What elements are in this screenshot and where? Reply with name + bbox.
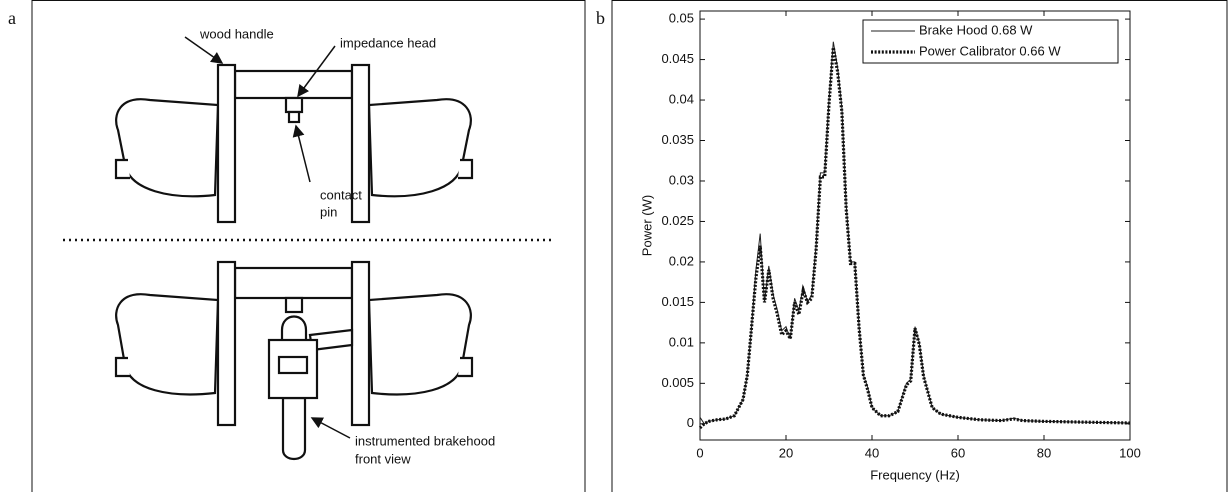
y-tick-label: 0.045 <box>661 51 694 66</box>
y-tick-label: 0.035 <box>661 132 694 147</box>
left-fist <box>115 293 220 396</box>
legend-label: Brake Hood 0.68 W <box>919 22 1033 37</box>
legend-box <box>862 19 1119 64</box>
y-tick-label: 0.04 <box>669 91 694 106</box>
y-tick-label: 0.02 <box>669 253 694 268</box>
diagram: wood handle impedance head contact pin i… <box>63 26 552 466</box>
handle-end <box>114 158 130 180</box>
x-tick-label: 20 <box>779 445 793 460</box>
diagram-label: impedance head <box>340 35 436 50</box>
y-tick-label: 0 <box>687 415 694 430</box>
diagram-label: front view <box>355 451 411 466</box>
impedance-head <box>284 296 304 314</box>
y-tick-label: 0.015 <box>661 294 694 309</box>
panel-label: a <box>8 8 16 28</box>
diagram-label: instrumented brakehood <box>355 433 495 448</box>
x-tick-label: 80 <box>1037 445 1051 460</box>
y-tick-label: 0.01 <box>669 334 694 349</box>
x-tick-label: 40 <box>865 445 879 460</box>
y-tick-label: 0.03 <box>669 172 694 187</box>
left-fist <box>115 98 220 198</box>
right-fist <box>367 98 472 198</box>
panel-label: b <box>596 8 605 28</box>
y-axis-label: Power (W) <box>639 195 654 256</box>
panel-frame <box>611 0 1228 492</box>
y-tick-label: 0.005 <box>661 375 694 390</box>
handle-end <box>114 356 130 378</box>
y-tick-label: 0.05 <box>669 11 694 26</box>
handle-end <box>458 158 474 180</box>
legend-label: Power Calibrator 0.66 W <box>919 43 1061 58</box>
handle-bar <box>216 260 237 427</box>
arrow <box>297 45 336 98</box>
y-tick-label: 0.025 <box>661 213 694 228</box>
handle-bar <box>216 63 237 224</box>
brakehood-bottom <box>281 396 307 461</box>
diagram-label: pin <box>320 204 337 219</box>
crossbar <box>233 69 354 100</box>
contact-pin <box>287 110 301 124</box>
brakehood-body <box>267 338 319 400</box>
arrow <box>310 417 351 439</box>
panel-frame <box>31 0 586 492</box>
plot-area <box>699 10 1131 441</box>
x-axis-label: Frequency (Hz) <box>870 467 960 482</box>
handle-bar <box>350 63 371 224</box>
right-fist <box>367 293 472 396</box>
x-tick-label: 60 <box>951 445 965 460</box>
handle-bar <box>350 260 371 427</box>
arrow <box>292 124 311 183</box>
brakehood-clamp <box>277 355 309 375</box>
x-tick-label: 100 <box>1119 445 1141 460</box>
series-line <box>698 47 1131 430</box>
impedance-head <box>284 96 304 114</box>
handle-end <box>458 356 474 378</box>
crossbar <box>233 266 354 300</box>
diagram-label: contact <box>320 187 362 202</box>
series-line <box>699 41 1131 425</box>
arrow <box>184 36 224 64</box>
x-tick-label: 0 <box>696 445 703 460</box>
diagram-label: wood handle <box>199 26 274 41</box>
